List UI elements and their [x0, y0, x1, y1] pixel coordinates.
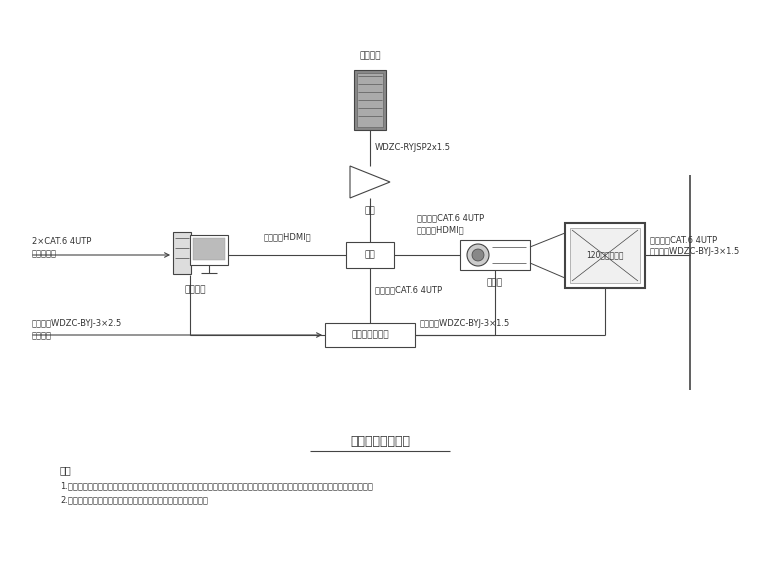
Text: 电源线：WDZC-BYJ-3×1.5: 电源线：WDZC-BYJ-3×1.5 [420, 319, 510, 328]
Text: 电源线：WDZC-BYJ-3×2.5: 电源线：WDZC-BYJ-3×2.5 [32, 319, 122, 328]
Text: 电源线：WDZC-BYJ-3×1.5: 电源线：WDZC-BYJ-3×1.5 [650, 247, 740, 256]
Bar [346, 242, 394, 268]
Text: 控制线：CAT.6 4UTP: 控制线：CAT.6 4UTP [650, 235, 717, 244]
Circle shape [472, 249, 484, 261]
Text: 说明: 说明 [60, 465, 71, 475]
Text: 电源时序控制器: 电源时序控制器 [351, 331, 389, 340]
Text: 控制线：CAT.6 4UTP: 控制线：CAT.6 4UTP [417, 213, 484, 222]
Text: 120寸投影幕布: 120寸投影幕布 [586, 250, 624, 259]
Bar [460, 240, 530, 270]
Bar [173, 232, 191, 274]
Bar [565, 223, 645, 288]
Bar [193, 238, 225, 260]
Text: WDZC-RYJSP2x1.5: WDZC-RYJSP2x1.5 [375, 144, 451, 153]
Bar [325, 323, 415, 347]
Circle shape [467, 244, 489, 266]
Text: 2×CAT.6 4UTP: 2×CAT.6 4UTP [32, 237, 91, 246]
Text: 教学电脑: 教学电脑 [184, 285, 206, 294]
Text: 教室音算: 教室音算 [359, 51, 381, 60]
Text: 1.室内多媒体设备（投影仪、投影幕布、中控讲台）均仅按照情报教室的功能进行设计，业主应根据后期具体使用情况对设备选型进行调整。: 1.室内多媒体设备（投影仪、投影幕布、中控讲台）均仅按照情报教室的功能进行设计，… [60, 481, 373, 490]
Text: 2.对于投影效果要求较高的房间，可参考常规参数按需提高参数。: 2.对于投影效果要求较高的房间，可参考常规参数按需提高参数。 [60, 495, 208, 504]
Text: 多媒体教室系统图: 多媒体教室系统图 [350, 435, 410, 448]
Text: 接配电箱: 接配电箱 [32, 331, 52, 340]
Polygon shape [350, 166, 390, 198]
Text: 功放: 功放 [365, 206, 375, 215]
Bar [354, 70, 386, 130]
Bar [357, 73, 383, 127]
Text: 视频线：HDMI线: 视频线：HDMI线 [263, 232, 311, 241]
Text: 控制线：CAT.6 4UTP: 控制线：CAT.6 4UTP [375, 285, 442, 294]
Bar [190, 235, 228, 265]
Bar [570, 228, 640, 283]
Text: 投影仪: 投影仪 [487, 278, 503, 287]
Text: 中控: 中控 [365, 250, 375, 259]
Text: 接入校园网: 接入校园网 [32, 249, 57, 258]
Text: 视频线：HDMI线: 视频线：HDMI线 [417, 225, 464, 234]
